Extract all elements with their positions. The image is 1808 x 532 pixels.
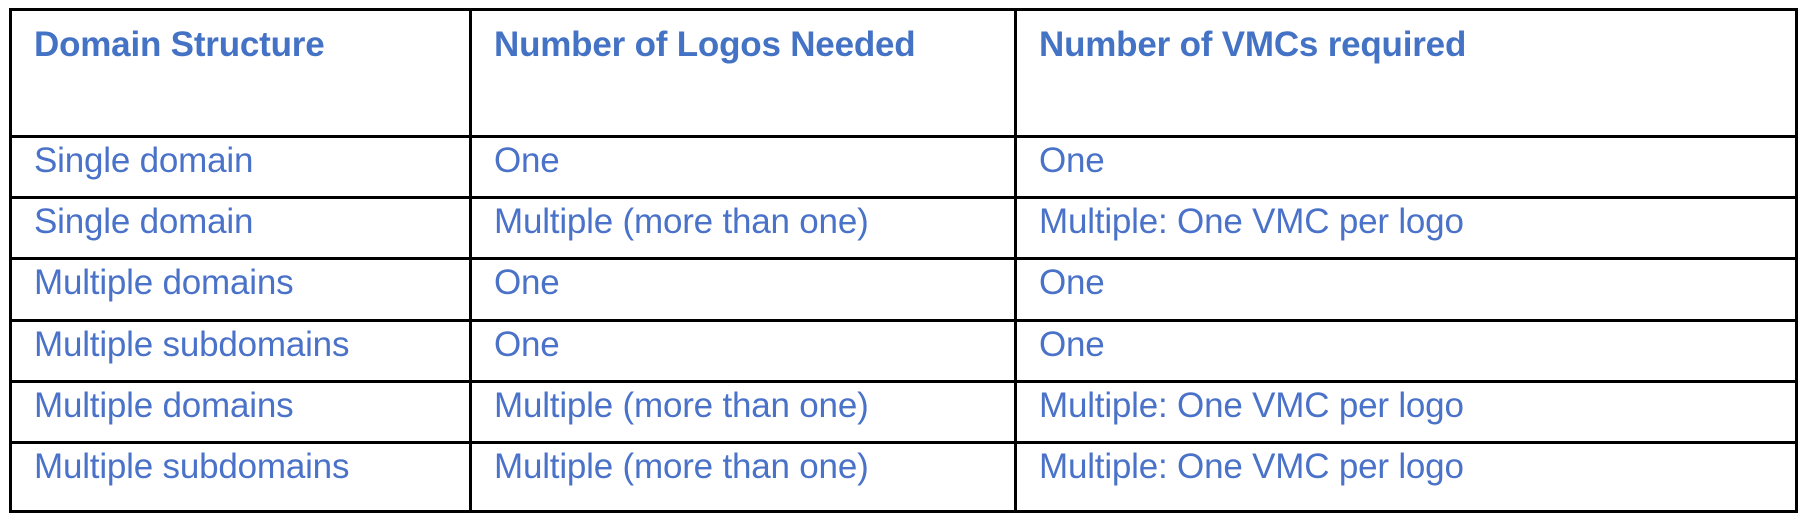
cell-domain-structure-text: Multiple domains — [34, 385, 294, 425]
table-body: Single domain One One Single domain Mult… — [9, 134, 1798, 514]
column-header-vmcs-required-label: Number of VMCs required — [1039, 25, 1467, 64]
cell-logos-needed-text: One — [494, 263, 560, 303]
cell-logos-needed-text: Multiple (more than one) — [494, 202, 869, 242]
table-header-row: Domain Structure Number of Logos Needed … — [9, 8, 1798, 138]
cell-domain-structure: Multiple subdomains — [9, 440, 472, 514]
cell-domain-structure-text: Multiple subdomains — [34, 446, 350, 486]
table-row: Single domain Multiple (more than one) M… — [9, 196, 1798, 261]
cell-logos-needed-text: Multiple (more than one) — [494, 446, 869, 486]
cell-vmcs-required-text: One — [1039, 141, 1105, 180]
cell-domain-structure: Multiple subdomains — [9, 318, 472, 383]
cell-logos-needed: Multiple (more than one) — [469, 196, 1017, 261]
table-row: Multiple domains Multiple (more than one… — [9, 379, 1798, 444]
cell-vmcs-required-text: One — [1039, 324, 1105, 364]
cell-logos-needed: One — [469, 257, 1017, 322]
table-row: Single domain One One — [9, 134, 1798, 200]
cell-logos-needed-text: One — [494, 324, 560, 364]
cell-logos-needed: Multiple (more than one) — [469, 379, 1017, 444]
cell-vmcs-required: One — [1014, 318, 1798, 383]
column-header-logos-needed-label: Number of Logos Needed — [494, 25, 916, 64]
cell-domain-structure: Multiple domains — [9, 257, 472, 322]
cell-vmcs-required: Multiple: One VMC per logo — [1014, 379, 1798, 444]
cell-vmcs-required: Multiple: One VMC per logo — [1014, 440, 1798, 514]
column-header-domain-structure: Domain Structure — [9, 8, 472, 138]
table-row: Multiple subdomains One One — [9, 318, 1798, 383]
cell-logos-needed: One — [469, 318, 1017, 383]
domain-vmc-requirements-table: Domain Structure Number of Logos Needed … — [9, 8, 1798, 514]
cell-domain-structure: Single domain — [9, 134, 472, 200]
cell-domain-structure-text: Single domain — [34, 141, 254, 180]
table-container: Domain Structure Number of Logos Needed … — [9, 8, 1798, 514]
cell-logos-needed-text: One — [494, 141, 560, 180]
table-row: Multiple subdomains Multiple (more than … — [9, 440, 1798, 514]
cell-vmcs-required-text: Multiple: One VMC per logo — [1039, 446, 1464, 486]
cell-domain-structure: Single domain — [9, 196, 472, 261]
cell-logos-needed: One — [469, 134, 1017, 200]
cell-domain-structure-text: Multiple subdomains — [34, 324, 350, 364]
cell-vmcs-required-text: Multiple: One VMC per logo — [1039, 385, 1464, 425]
cell-vmcs-required: One — [1014, 257, 1798, 322]
cell-logos-needed-text: Multiple (more than one) — [494, 385, 869, 425]
cell-logos-needed: Multiple (more than one) — [469, 440, 1017, 514]
cell-vmcs-required-text: One — [1039, 263, 1105, 303]
table-header: Domain Structure Number of Logos Needed … — [9, 8, 1798, 138]
column-header-logos-needed: Number of Logos Needed — [469, 8, 1017, 138]
cell-domain-structure: Multiple domains — [9, 379, 472, 444]
cell-domain-structure-text: Single domain — [34, 202, 254, 242]
cell-vmcs-required-text: Multiple: One VMC per logo — [1039, 202, 1464, 242]
table-row: Multiple domains One One — [9, 257, 1798, 322]
column-header-domain-structure-label: Domain Structure — [34, 25, 325, 64]
column-header-vmcs-required: Number of VMCs required — [1014, 8, 1798, 138]
cell-vmcs-required: One — [1014, 134, 1798, 200]
cell-vmcs-required: Multiple: One VMC per logo — [1014, 196, 1798, 261]
cell-domain-structure-text: Multiple domains — [34, 263, 294, 303]
